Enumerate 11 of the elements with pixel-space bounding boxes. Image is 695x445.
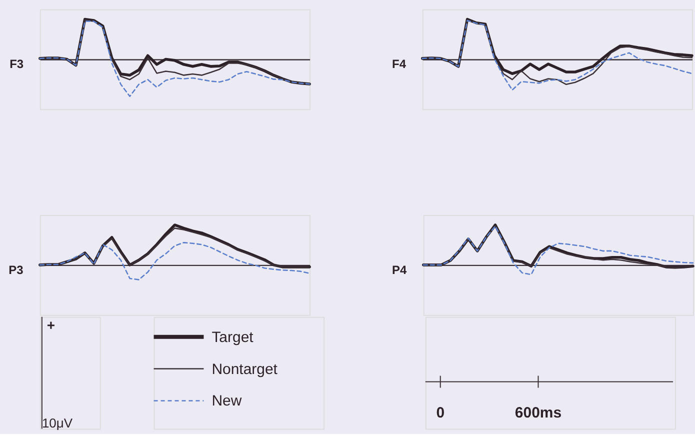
text: F3 — [10, 57, 24, 72]
text: P3 — [8, 262, 24, 277]
text: P4 — [392, 262, 408, 277]
legend-label: Nontarget — [212, 360, 278, 378]
text: + — [46, 316, 56, 333]
text: 10μV — [42, 416, 73, 431]
legend-label: Target — [212, 328, 254, 346]
legend-label: New — [212, 392, 242, 410]
text: 600ms — [514, 404, 562, 422]
text: F4 — [392, 57, 406, 72]
text: 0 — [436, 404, 445, 422]
